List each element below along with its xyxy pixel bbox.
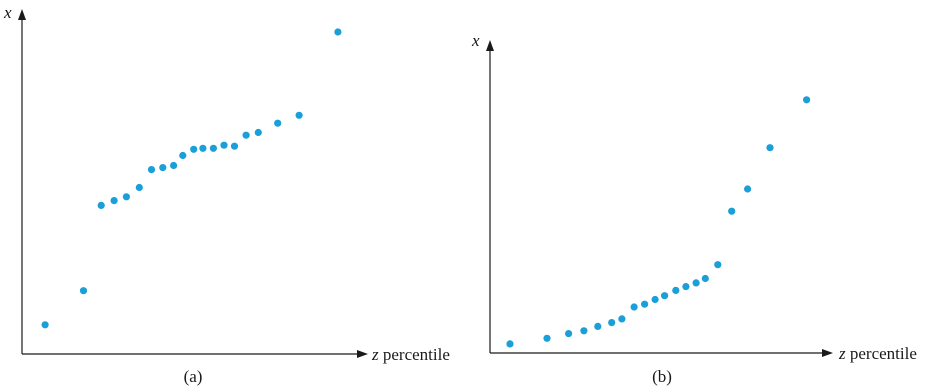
panel-a-point [209, 144, 217, 152]
panel-a-point [242, 131, 250, 139]
panel-b-point [803, 96, 811, 104]
panel-a-point [295, 111, 303, 119]
panel-b-caption: (b) [652, 367, 672, 386]
panel-b-x-axis-arrow [822, 349, 833, 357]
panel-a-point [97, 201, 105, 209]
panel-a-point [122, 193, 130, 201]
panel-a-point [190, 145, 198, 153]
panel-a-point [159, 164, 167, 172]
panel-b-y-axis-label: x [471, 31, 480, 50]
panel-b-point [682, 283, 690, 291]
panel-a-point [334, 28, 342, 36]
panel-a-point [147, 166, 156, 174]
panel-b-points [506, 96, 811, 348]
panel-a-y-axis-arrow [18, 9, 26, 20]
panel-a-point [79, 287, 88, 295]
panel-a-point [110, 197, 118, 205]
panel-b-point [543, 334, 551, 342]
panel-a-y-axis-label: x [3, 3, 12, 22]
panel-a-point [135, 183, 143, 192]
panel-b-point [744, 185, 752, 193]
panel-a-x-axis-label-var: z [371, 345, 379, 364]
panel-b-point [641, 300, 649, 308]
panel-b: x z percentile (b) [471, 31, 917, 386]
panel-b-point [651, 295, 659, 304]
panel-b-point [692, 279, 700, 287]
panel-b-point [506, 340, 514, 348]
panel-b-point [630, 303, 638, 311]
panel-b-x-axis-label-text: percentile [846, 344, 917, 363]
panel-a: x z percentile (a) [3, 3, 450, 386]
panel-a-point [170, 161, 178, 170]
panel-b-point [608, 319, 616, 327]
panel-b-point [618, 315, 626, 323]
panel-a-points [41, 28, 342, 329]
panel-a-x-axis-arrow [357, 350, 368, 358]
panel-b-point [766, 144, 774, 152]
panel-a-point [254, 128, 262, 137]
panel-b-point [701, 274, 709, 283]
panel-b-x-axis-label-var: z [838, 344, 846, 363]
panel-a-x-axis-label: z percentile [371, 345, 450, 364]
panel-a-point [41, 321, 49, 329]
panel-a-point [220, 141, 228, 149]
panel-b-point [594, 322, 602, 330]
panel-a-point [179, 151, 187, 160]
panel-a-point [274, 119, 282, 127]
panel-a-caption: (a) [184, 367, 203, 386]
panel-b-point [728, 207, 736, 215]
panel-b-point [672, 286, 680, 294]
panel-a-x-axis-label-text: percentile [379, 345, 450, 364]
panel-b-point [714, 261, 722, 269]
panel-b-point [661, 292, 669, 300]
panel-b-x-axis-label: z percentile [838, 344, 917, 363]
panel-b-y-axis-arrow [486, 40, 494, 51]
panel-a-point [199, 144, 207, 152]
panel-b-point [580, 327, 588, 335]
panel-b-point [565, 330, 573, 338]
panel-a-point [230, 142, 239, 150]
